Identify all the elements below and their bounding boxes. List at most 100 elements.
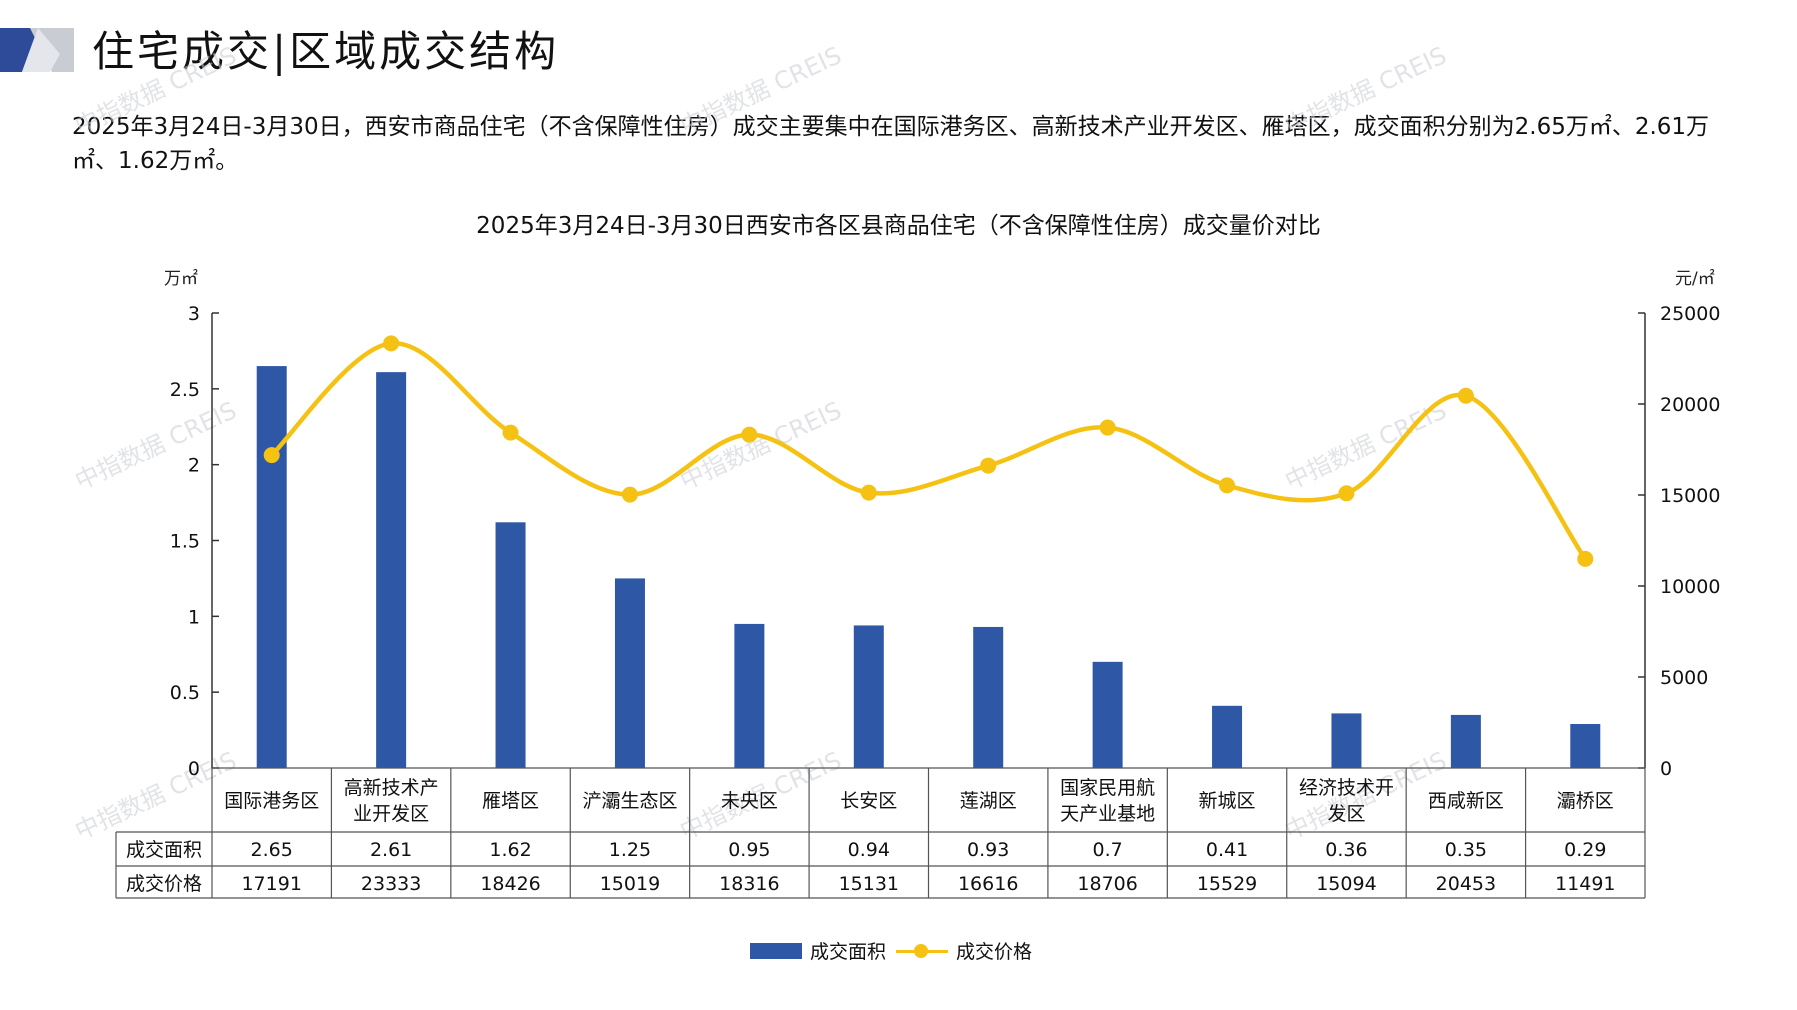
bar-7	[1092, 661, 1123, 768]
category-label: 浐灞生态区	[582, 790, 677, 812]
y-left-tick-label: 2	[188, 455, 200, 477]
y-left-tick-label: 1	[188, 606, 200, 628]
summary-text: 2025年3月24日-3月30日，西安市商品住宅（不含保障性住房）成交主要集中在…	[72, 114, 1710, 174]
bar-9	[1331, 713, 1362, 768]
y-left-tick-label: 2.5	[170, 379, 200, 401]
chart-title: 2025年3月24日-3月30日西安市各区县商品住宅（不含保障性住房）成交量价对…	[476, 213, 1321, 239]
y-left-tick-label: 3	[188, 303, 200, 325]
table-row-header-area: 成交面积	[126, 839, 202, 861]
legend-label-price: 成交价格	[956, 941, 1033, 963]
y-left-tick-label: 0	[188, 758, 200, 780]
price-point-8	[1219, 477, 1236, 494]
y-right-tick-label: 0	[1660, 758, 1672, 780]
y-right-tick-label: 20000	[1660, 394, 1720, 416]
area-value-label: 2.65	[251, 839, 293, 861]
area-value-label: 2.61	[370, 839, 412, 861]
price-point-6	[980, 457, 997, 474]
watermark-text: 中指数据 CREIS	[71, 41, 241, 140]
price-value-label: 15094	[1316, 873, 1376, 895]
price-point-10	[1457, 387, 1474, 404]
axes: 0 0.5 1 1.5 2 2.5 3 0 5000 10000 15000 20000 25000	[170, 303, 1721, 780]
y-right-unit: 元/㎡	[1675, 269, 1715, 289]
price-value-label: 18706	[1077, 873, 1137, 895]
legend-label-area: 成交面积	[810, 941, 887, 963]
price-point-9	[1338, 485, 1355, 502]
bar-8	[1212, 705, 1243, 768]
page-title: 住宅成交|区域成交结构	[92, 27, 560, 76]
price-value-label: 16616	[958, 873, 1018, 895]
price-value-label: 11491	[1555, 873, 1615, 895]
y-right-tick-label: 10000	[1660, 576, 1720, 598]
watermark-text: 中指数据 CREIS	[71, 396, 241, 495]
area-value-label: 0.7	[1093, 839, 1123, 861]
line-series	[263, 335, 1594, 567]
bar-series	[256, 366, 1601, 768]
price-value-label: 18316	[719, 873, 779, 895]
price-point-5	[860, 484, 877, 501]
watermark-text: 中指数据 CREIS	[676, 41, 846, 140]
price-value-label: 15529	[1197, 873, 1257, 895]
watermark-text: 中指数据 CREIS	[1281, 41, 1451, 140]
area-value-label: 0.36	[1325, 839, 1367, 861]
category-label: 发区	[1327, 803, 1365, 825]
bar-1	[376, 372, 407, 768]
bar-2	[495, 522, 526, 768]
watermark-text: 中指数据 CREIS	[71, 746, 241, 845]
legend-item-area: 成交面积	[750, 937, 886, 964]
legend-item-price: 成交价格	[896, 937, 1032, 964]
price-point-3	[621, 486, 638, 503]
area-value-label: 0.93	[967, 839, 1009, 861]
logo-icon	[0, 28, 74, 72]
category-label: 灞桥区	[1557, 790, 1614, 812]
category-label: 西咸新区	[1428, 790, 1504, 812]
category-label: 高新技术产	[344, 777, 439, 799]
y-left-unit: 万㎡	[164, 269, 198, 289]
bar-10	[1450, 714, 1481, 768]
bar-6	[973, 626, 1004, 768]
category-label: 未央区	[721, 790, 778, 812]
legend: 成交面积 成交价格	[750, 937, 1032, 964]
price-value-label: 15131	[839, 873, 899, 895]
price-point-1	[383, 335, 400, 352]
area-value-label: 0.41	[1206, 839, 1248, 861]
y-right-tick-label: 5000	[1660, 667, 1708, 689]
category-label: 莲湖区	[960, 790, 1017, 812]
y-right-tick-label: 25000	[1660, 303, 1720, 325]
watermark-text: 中指数据 CREIS	[676, 396, 846, 495]
price-point-4	[741, 426, 758, 443]
bar-11	[1570, 724, 1601, 768]
category-label: 新城区	[1199, 790, 1256, 812]
price-point-2	[502, 424, 519, 441]
price-line	[270, 341, 1588, 561]
area-value-label: 0.35	[1445, 839, 1487, 861]
legend-line-swatch	[896, 942, 949, 960]
area-value-label: 0.95	[728, 839, 770, 861]
table-row-header-price: 成交价格	[126, 873, 202, 895]
price-value-label: 18426	[480, 873, 540, 895]
bar-5	[853, 625, 884, 768]
bar-3	[614, 578, 645, 768]
price-value-label: 20453	[1436, 873, 1496, 895]
area-value-label: 1.62	[489, 839, 531, 861]
category-label: 国家民用航	[1060, 777, 1155, 799]
area-value-label: 0.29	[1564, 839, 1606, 861]
price-value-label: 15019	[600, 873, 660, 895]
category-label: 国际港务区	[224, 790, 319, 812]
y-right-tick-label: 15000	[1660, 485, 1720, 507]
category-label: 经济技术开	[1299, 777, 1394, 799]
price-value-label: 23333	[361, 873, 421, 895]
price-point-7	[1099, 419, 1116, 436]
category-label: 雁塔区	[482, 790, 539, 812]
category-label: 天产业基地	[1060, 803, 1155, 825]
area-value-label: 0.94	[848, 839, 890, 861]
y-left-tick-label: 0.5	[170, 682, 200, 704]
price-point-0	[263, 447, 280, 464]
y-left-tick-label: 1.5	[170, 531, 200, 553]
legend-bar-swatch	[750, 942, 802, 959]
area-value-label: 1.25	[609, 839, 651, 861]
category-label: 长安区	[840, 790, 897, 812]
price-point-11	[1577, 550, 1594, 567]
bar-0	[256, 366, 287, 768]
